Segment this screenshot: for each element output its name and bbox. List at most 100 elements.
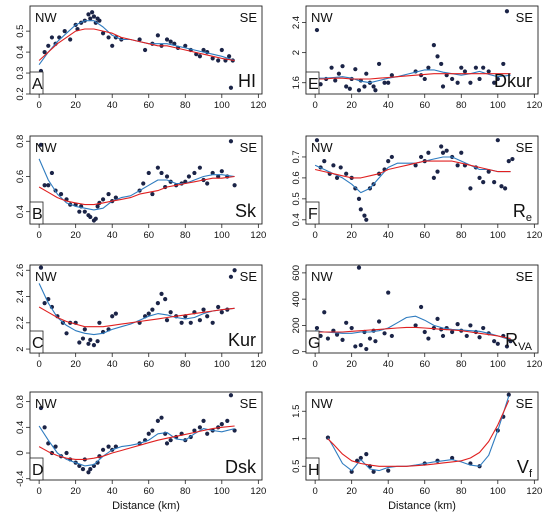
data-point (486, 69, 491, 74)
data-point (150, 191, 155, 197)
panel-letter-box (29, 457, 44, 481)
data-point (86, 470, 91, 475)
data-point (413, 163, 418, 168)
panel-letter-box (305, 457, 320, 481)
data-point (97, 18, 102, 23)
data-point (386, 159, 391, 164)
data-point (159, 415, 164, 420)
y-tick-label: 2.4 (15, 290, 26, 303)
plot-frame (305, 264, 539, 354)
data-point (477, 76, 482, 82)
data-point (358, 455, 363, 461)
data-point (228, 85, 234, 90)
data-point (49, 35, 55, 40)
smooth-curve-blue (38, 158, 235, 211)
data-point (373, 88, 378, 93)
x-tick-label: 0 (36, 359, 41, 370)
x-tick-label: 100 (214, 359, 230, 370)
y-tick-label: 1.5 (291, 405, 302, 418)
x-tick-label: 80 (456, 486, 467, 497)
y-tick-label: 0.8 (15, 135, 26, 148)
data-point (325, 336, 331, 341)
data-point (468, 323, 473, 328)
se-label: SE (516, 396, 534, 411)
plot-area (314, 138, 515, 222)
data-point (168, 39, 173, 44)
data-point (344, 84, 349, 89)
data-point (91, 14, 97, 19)
nw-label: NW (35, 396, 57, 411)
data-point (164, 318, 170, 323)
data-point (232, 183, 237, 188)
data-point (501, 61, 506, 67)
data-point (439, 144, 444, 149)
data-point (164, 441, 170, 446)
data-point (389, 73, 394, 78)
x-tick-label: 40 (107, 100, 118, 111)
data-point (362, 84, 367, 89)
data-point (232, 428, 237, 433)
data-point (455, 322, 460, 327)
data-point (364, 217, 369, 222)
x-tick-label: 80 (180, 486, 191, 497)
data-point (386, 290, 391, 295)
data-point (155, 300, 160, 306)
x-tick-label: 80 (456, 359, 467, 370)
data-point (82, 327, 87, 332)
data-point (64, 450, 69, 456)
data-point (91, 343, 97, 348)
data-point (77, 340, 82, 345)
variable-label: Sk (235, 201, 257, 221)
data-point (495, 138, 500, 143)
x-tick-label: 100 (490, 230, 506, 241)
data-point (356, 88, 362, 93)
smooth-curve-red (38, 175, 235, 206)
y-tick-label: 2.4 (291, 16, 302, 29)
x-tick-label: 20 (70, 486, 81, 497)
x-tick-label: 20 (70, 100, 81, 111)
x-tick-label: 60 (143, 359, 154, 370)
data-point (64, 331, 69, 336)
data-point (219, 47, 224, 53)
nw-label: NW (311, 396, 333, 411)
data-point (314, 138, 320, 143)
data-point (100, 447, 106, 452)
data-point (201, 47, 206, 53)
panel-G: 0 20 40 60 80 100 120 0 200 400 600 NW SE G RVA (291, 264, 542, 370)
panel-letter: H (308, 462, 320, 479)
data-point (164, 37, 170, 42)
x-tick-label: 60 (143, 100, 154, 111)
data-point (142, 47, 148, 53)
y-tick-label: 2 (15, 346, 26, 351)
data-point (113, 195, 118, 200)
x-tick-label: 20 (346, 486, 357, 497)
data-point (322, 310, 327, 315)
data-point (481, 179, 486, 185)
data-point (90, 10, 95, 15)
y-tick-label: 0.6 (291, 171, 302, 184)
variable-label: Kur (228, 330, 256, 350)
data-point (219, 169, 224, 174)
data-point (80, 336, 86, 341)
y-tick-label: 2.6 (15, 264, 26, 277)
panel-letter: F (308, 206, 318, 223)
data-point (97, 320, 102, 325)
x-tick-label: 60 (419, 359, 430, 370)
variable-label: Dsk (225, 457, 257, 477)
x-tick-label: 120 (526, 486, 542, 497)
data-point (201, 307, 206, 312)
data-point (219, 310, 224, 315)
data-point (155, 418, 160, 424)
x-tick-label: 40 (383, 230, 394, 241)
data-point (418, 154, 424, 160)
data-point (150, 428, 155, 433)
panel-H: 0 20 40 60 80 100 120 0.5 1 1.5 NW SE H Vf (291, 391, 542, 497)
data-point (146, 170, 151, 176)
data-point (329, 65, 334, 70)
se-label: SE (516, 10, 534, 25)
data-point (95, 339, 100, 344)
data-point (499, 184, 504, 189)
plot-frame (29, 5, 263, 95)
data-point (382, 80, 387, 85)
se-label: SE (240, 269, 258, 284)
